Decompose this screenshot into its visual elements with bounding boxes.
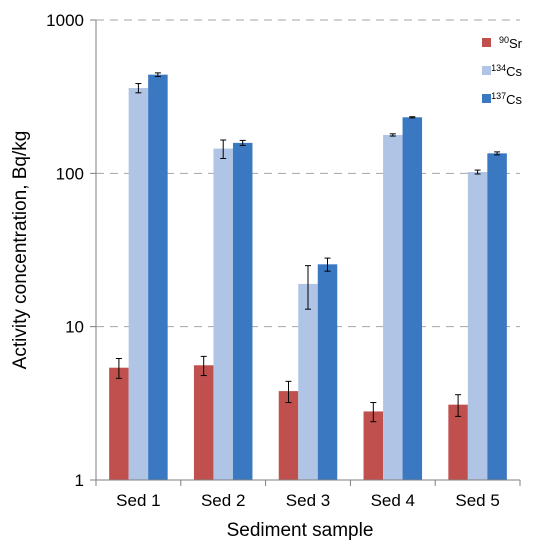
y-tick-labels: 1 10 100 1000: [46, 11, 84, 490]
x-tick-label: Sed 5: [455, 491, 499, 510]
y-tick-label: 100: [56, 164, 84, 183]
y-axis-title: Activity concentration, Bq/kg: [10, 131, 31, 370]
bar: [467, 172, 488, 480]
legend-swatch: [482, 66, 491, 75]
x-tick-label: Sed 2: [201, 491, 245, 510]
bar: [402, 117, 423, 480]
bar: [298, 283, 318, 480]
y-tick-label: 10: [65, 318, 84, 337]
legend-label: 134Cs: [491, 63, 522, 79]
legend-label: 90Sr: [499, 35, 523, 51]
bar: [363, 411, 384, 480]
axes: [90, 19, 521, 486]
y-tick-label: 1: [75, 471, 84, 490]
bar: [232, 142, 253, 481]
bar: [487, 153, 507, 480]
bar: [383, 134, 403, 480]
legend-label: 137Cs: [491, 91, 522, 107]
x-axis-title: Sediment sample: [227, 520, 374, 541]
bar: [317, 264, 338, 480]
bar: [213, 148, 233, 480]
bars: [109, 74, 507, 481]
legend-swatch: [482, 38, 491, 47]
bar: [193, 365, 214, 480]
x-tick-label: Sed 1: [116, 491, 160, 510]
error-bars: [115, 72, 501, 423]
x-tick-label: Sed 3: [286, 491, 330, 510]
x-tick-labels: Sed 1 Sed 2 Sed 3 Sed 4 Sed 5: [116, 491, 500, 510]
bar: [148, 74, 168, 480]
legend-swatch: [482, 94, 491, 103]
bar: [109, 367, 129, 480]
bar: [278, 391, 299, 480]
x-tick-label: Sed 4: [371, 491, 415, 510]
legend: 90Sr 134Cs 137Cs: [482, 35, 523, 107]
bar: [448, 404, 468, 480]
bar: [128, 88, 149, 480]
y-tick-label: 1000: [46, 11, 84, 30]
